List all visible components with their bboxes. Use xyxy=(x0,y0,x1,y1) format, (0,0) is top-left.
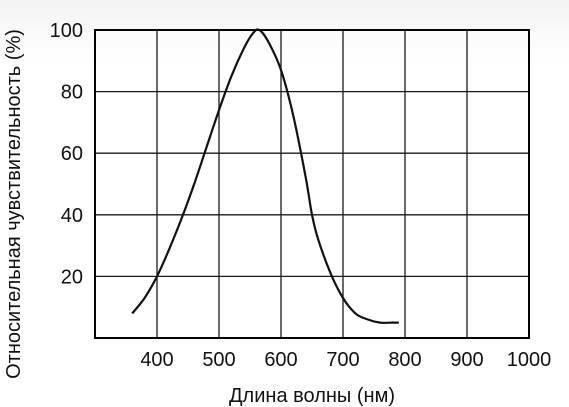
x-tick-label: 500 xyxy=(202,349,235,371)
x-tick-labels: 400 500 600 700 800 900 1000 xyxy=(140,349,551,371)
x-tick-label: 1000 xyxy=(507,349,552,371)
x-tick-label: 900 xyxy=(450,349,483,371)
x-tick-label: 600 xyxy=(264,349,297,371)
y-tick-label: 100 xyxy=(50,20,83,42)
sensitivity-curve xyxy=(131,28,399,324)
x-tick-label: 700 xyxy=(326,349,359,371)
x-tick-label: 800 xyxy=(388,349,421,371)
plot-frame xyxy=(94,29,530,339)
x-axis-title: Длина волны (нм) xyxy=(229,385,395,407)
y-tick-label: 40 xyxy=(61,205,83,227)
y-tick-label: 80 xyxy=(61,82,83,104)
grid-lines xyxy=(95,29,530,338)
y-tick-labels: 20 40 60 80 100 xyxy=(50,20,83,288)
x-tick-label: 400 xyxy=(140,349,173,371)
y-axis-title: Относительная чувствительность (%) xyxy=(3,29,25,379)
y-tick-label: 60 xyxy=(61,143,83,165)
y-tick-label: 20 xyxy=(61,266,83,288)
